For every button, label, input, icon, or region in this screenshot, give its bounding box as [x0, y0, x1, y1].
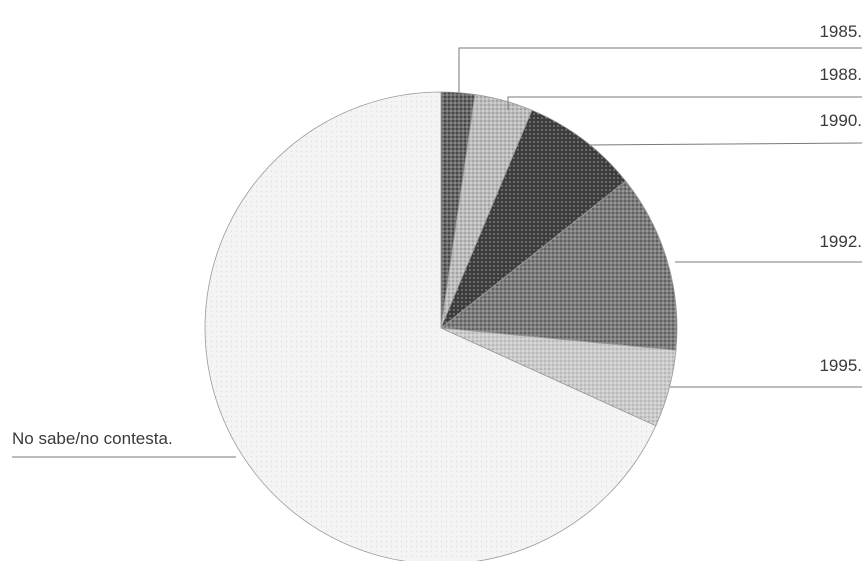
pie-slice-1990	[440, 109, 627, 329]
pie-slices	[204, 91, 678, 561]
pie-slice-no-sabe-no-contesta	[204, 91, 657, 561]
slice-label: No sabe/no contesta.	[12, 429, 173, 448]
leader-line	[589, 142, 863, 146]
leader-line	[507, 96, 862, 110]
leader-line	[458, 47, 862, 103]
leader-lines	[12, 47, 863, 458]
pie-slice-1992	[439, 180, 678, 351]
slice-labels: 1985. 1988. 1990. 1992. 1995. No sabe/no cont…	[12, 22, 862, 448]
slice-label: 1990.	[819, 111, 862, 130]
slice-label: 1985.	[819, 22, 862, 41]
slice-label: 1988.	[819, 65, 862, 84]
slice-label: 1992.	[819, 232, 862, 251]
slice-label: 1995.	[819, 356, 862, 375]
